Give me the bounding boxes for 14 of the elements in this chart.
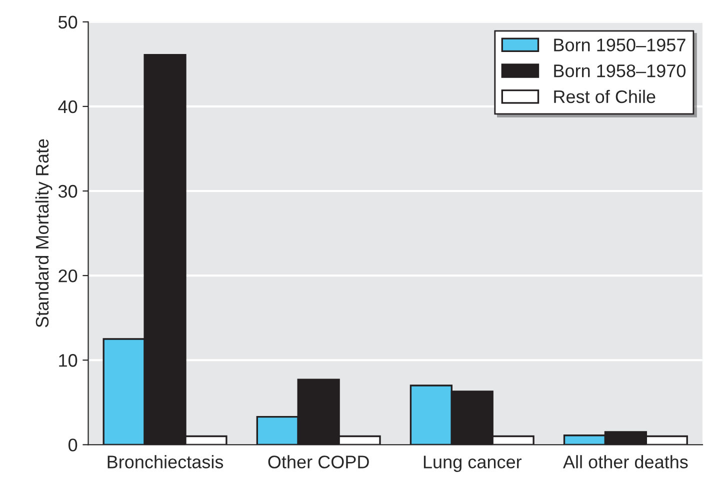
x-tick-label: All other deaths [563,455,688,468]
y-tick-label: 40 [58,100,78,114]
y-tick-label: 10 [59,354,78,367]
y-tick-label: 0 [68,438,78,452]
x-tick-label: Bronchiectasis [108,455,224,468]
y-tick-label: 50 [58,16,78,29]
y-tick-label: 20 [58,269,78,282]
legend-label: Born 1958–1970 [554,64,686,78]
y-tick-label: 30 [58,184,78,198]
legend-label: Rest of Chile [554,90,656,104]
y-axis-title: Standard Mortality Rate [35,139,52,328]
x-tick-label: Other COPD [268,455,369,468]
legend-label: Born 1950–1957 [554,38,686,52]
x-tick-label: Lung cancer [424,456,522,472]
